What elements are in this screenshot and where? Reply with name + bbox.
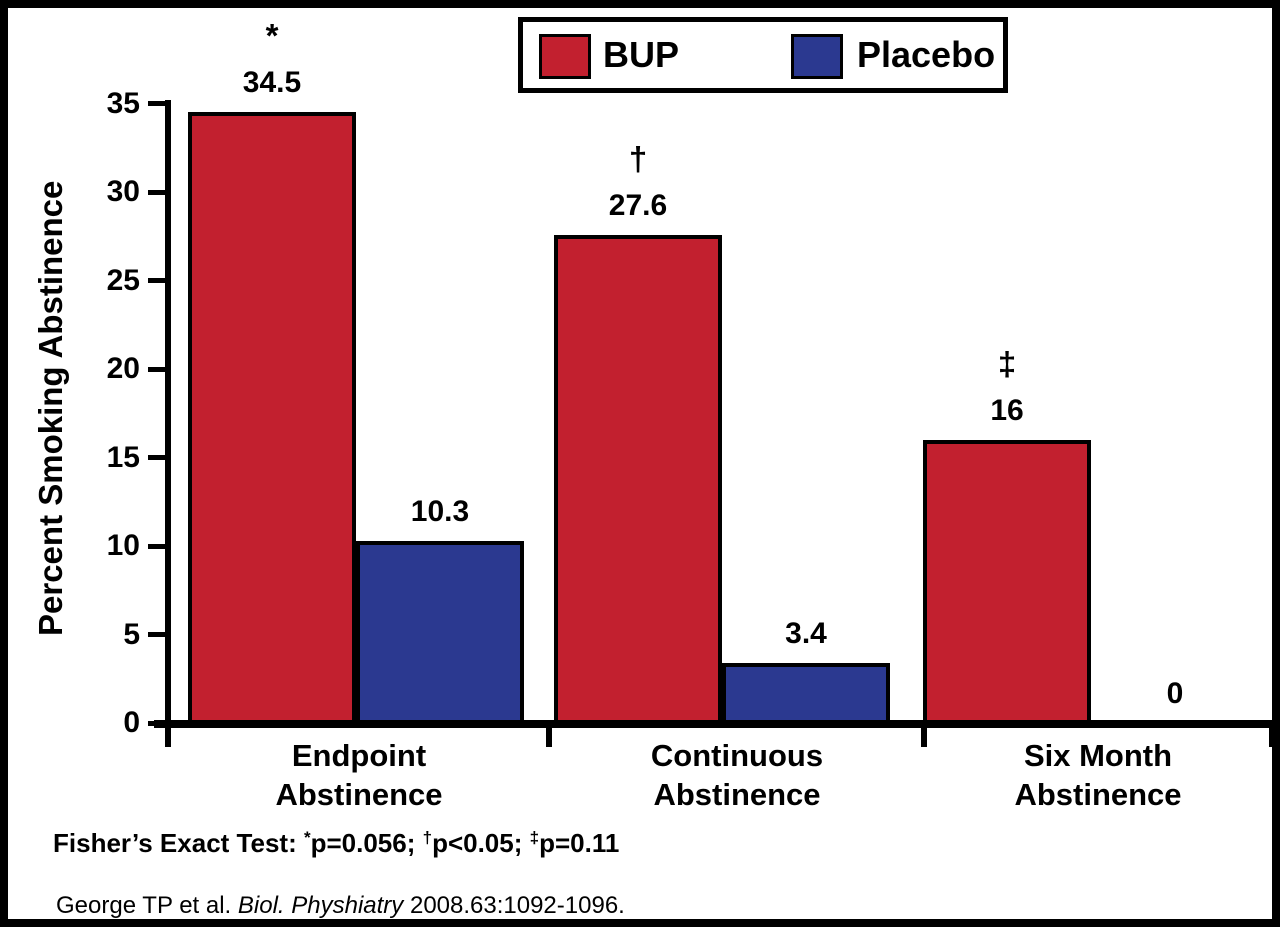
y-tick-label: 20 — [106, 352, 140, 385]
x-axis — [154, 720, 1272, 728]
citation-journal: Biol. Physhiatry — [237, 892, 404, 919]
y-tick — [148, 543, 168, 549]
y-tick-label: 15 — [106, 440, 140, 474]
y-tick — [148, 189, 168, 195]
bar-value-label: 16 — [990, 393, 1024, 427]
x-axis-tick — [921, 720, 927, 747]
legend-swatch-bup — [539, 34, 591, 79]
bar-placebo-group2 — [722, 662, 890, 724]
bar-value-label: 10.3 — [410, 494, 470, 528]
bar-value-label: 34.5 — [242, 66, 302, 100]
y-tick — [148, 632, 168, 637]
y-tick-label: 10 — [106, 529, 140, 562]
legend-label-bup: BUP — [603, 34, 680, 75]
y-tick — [148, 366, 168, 372]
category-label: Six Month Abstinence — [1014, 738, 1182, 812]
y-tick — [148, 101, 168, 106]
y-tick-label: 25 — [106, 263, 140, 297]
bar-value-label: 0 — [1166, 677, 1184, 710]
footnote-symbol: ‡ — [529, 828, 540, 847]
x-axis-tick — [546, 720, 552, 747]
y-tick-label: 30 — [106, 175, 140, 208]
y-axis-title: Percent Smoking Abstinence — [32, 180, 69, 636]
y-tick-label: 35 — [106, 86, 140, 120]
significance-symbol: † — [628, 139, 648, 177]
y-tick-label: 5 — [123, 617, 140, 651]
citation-text: 2008.63:1092-1096. — [403, 892, 625, 919]
significance-symbol: * — [265, 17, 279, 55]
bar-value-label: 3.4 — [785, 616, 827, 650]
footnote-symbol: † — [422, 828, 433, 847]
footnote-symbol: * — [303, 828, 311, 847]
x-axis-tick — [165, 720, 171, 747]
x-axis-tick — [1269, 720, 1272, 747]
legend: BUP Placebo — [518, 17, 1008, 93]
citation: George TP et al. Biol. Physhiatry 2008.6… — [56, 890, 625, 919]
footnote-text: p=0.11 — [539, 828, 620, 858]
y-tick-label: 0 — [123, 706, 140, 739]
legend-label-placebo: Placebo — [857, 34, 996, 75]
footnote-text: p<0.05; — [432, 828, 530, 858]
bar-placebo-group1 — [356, 540, 524, 724]
citation-text: George TP et al. — [56, 892, 238, 919]
y-tick — [148, 278, 168, 283]
significance-symbol: ‡ — [997, 344, 1017, 382]
category-label: Continuous Abstinence — [650, 738, 824, 812]
legend-swatch-placebo — [791, 34, 843, 79]
footnote-prefix: Fisher’s Exact Test: — [53, 828, 304, 858]
category-label: Endpoint Abstinence — [275, 738, 443, 812]
footnote-text: p=0.056; — [310, 828, 423, 858]
bar-bup-group3 — [923, 439, 1091, 724]
bar-bup-group1 — [188, 112, 356, 724]
bar-value-label: 27.6 — [608, 188, 668, 222]
significance-footnote: Fisher’s Exact Test: *p=0.056; †p<0.05; … — [53, 826, 619, 864]
y-tick — [148, 455, 168, 460]
bar-bup-group2 — [554, 234, 722, 724]
y-axis — [165, 100, 171, 747]
